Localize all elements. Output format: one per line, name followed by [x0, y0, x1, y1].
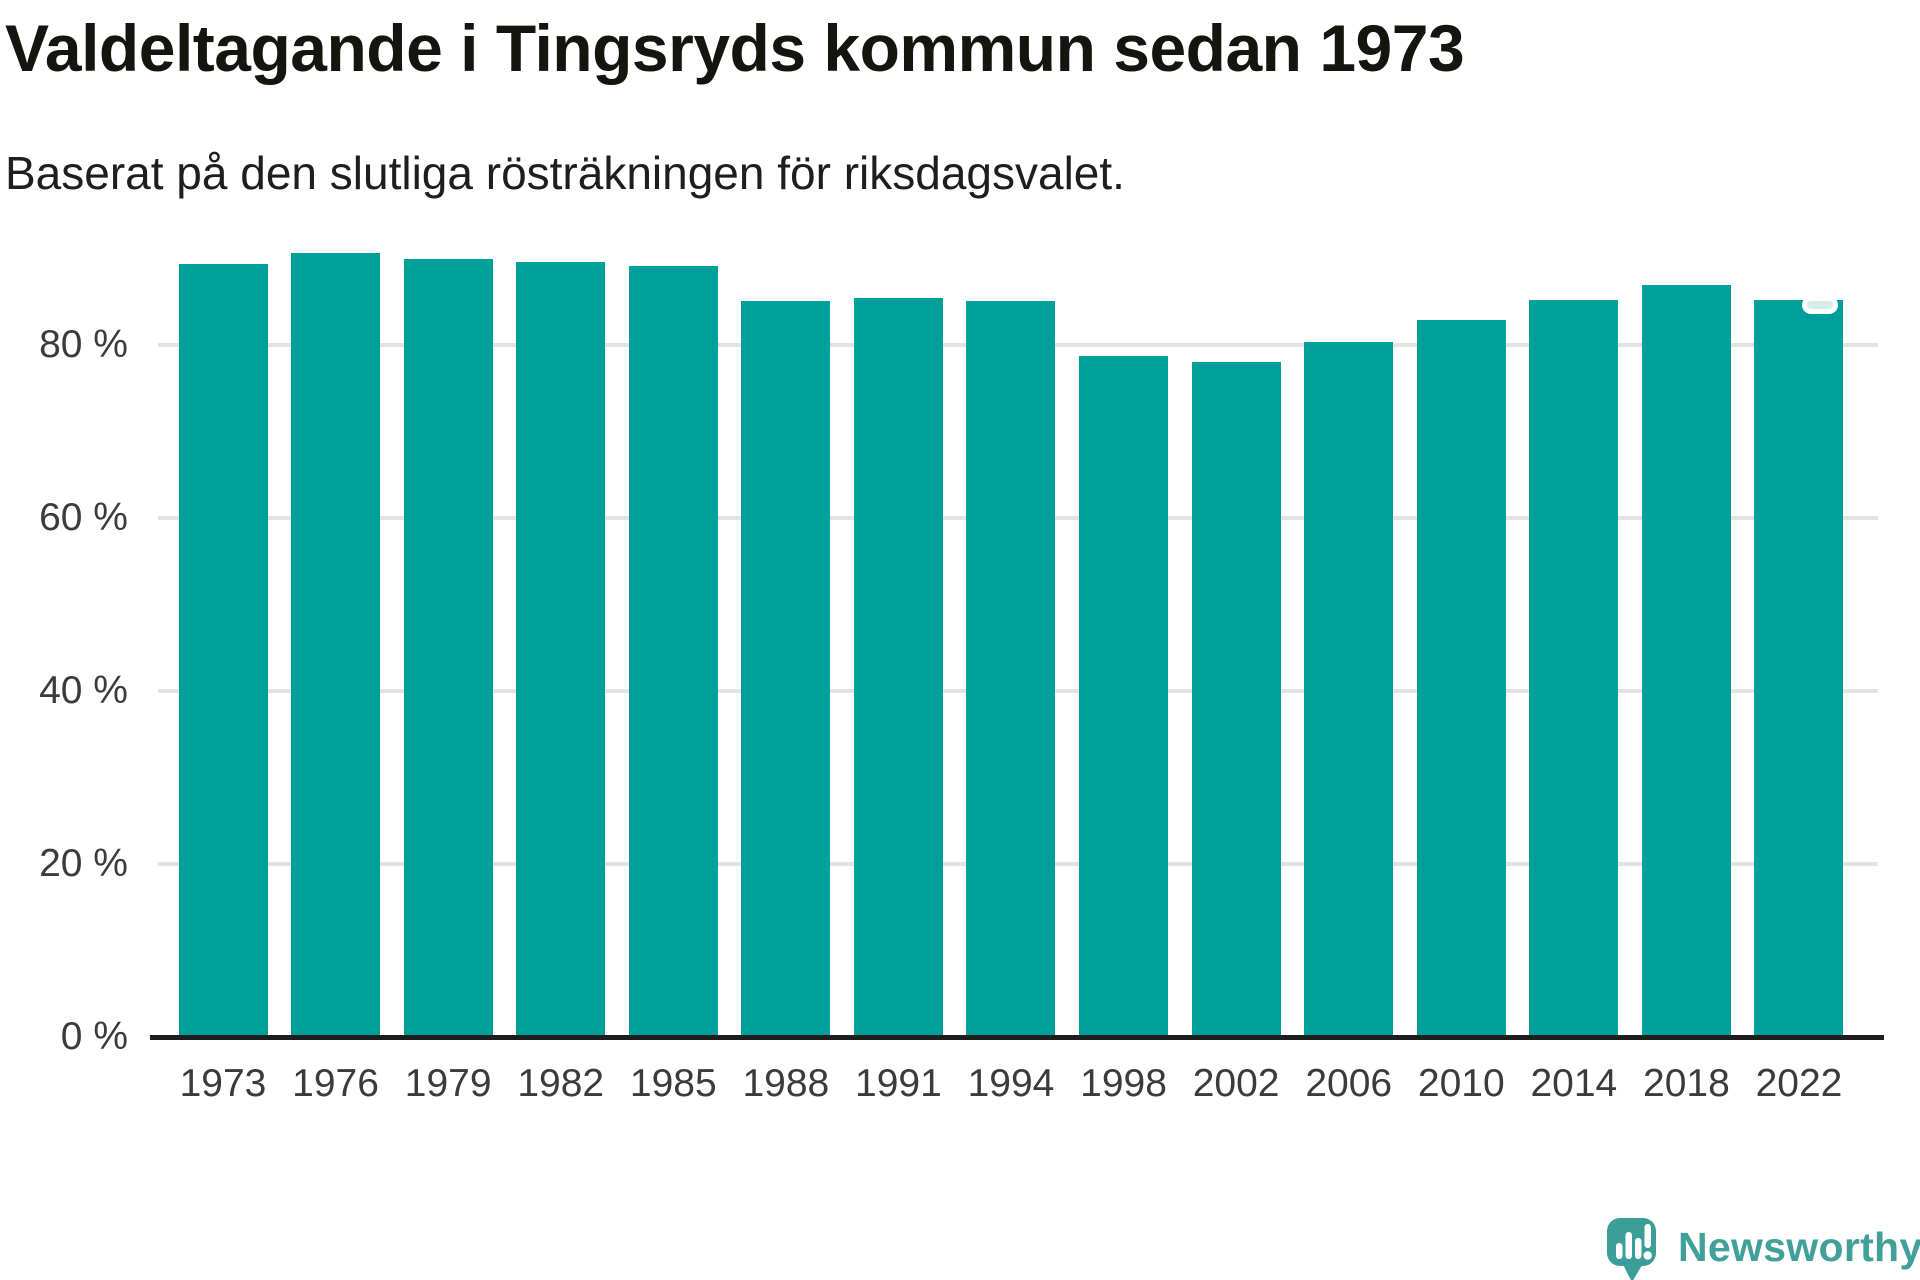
chart-title: Valdeltagande i Tingsryds kommun sedan 1…	[5, 11, 1465, 85]
bar-1982	[516, 262, 606, 1037]
bar-2006	[1304, 342, 1394, 1037]
x-axis-label-2010: 2010	[1417, 1062, 1505, 1105]
bar-1973	[178, 264, 268, 1037]
y-axis-label-80: 80 %	[39, 322, 128, 366]
x-axis-label-1973: 1973	[179, 1062, 267, 1105]
newsworthy-logo-icon	[1607, 1218, 1656, 1280]
bar-1979	[403, 258, 493, 1037]
y-axis-label-40: 40 %	[39, 668, 128, 712]
x-axis-label-1994: 1994	[967, 1062, 1055, 1105]
brand-name: Newsworthy	[1678, 1224, 1920, 1270]
x-axis-label-1976: 1976	[292, 1062, 379, 1105]
x-axis-label-1982: 1982	[517, 1062, 605, 1105]
x-axis-label-1998: 1998	[1080, 1062, 1167, 1105]
x-axis-label-1988: 1988	[742, 1062, 830, 1105]
x-axis-label-2014: 2014	[1530, 1062, 1618, 1105]
x-axis-line	[150, 1035, 1884, 1040]
y-axis-label-0: 0 %	[60, 1015, 128, 1058]
x-axis-label-2018: 2018	[1643, 1062, 1730, 1105]
bar-2010	[1416, 320, 1506, 1037]
bar-1988	[741, 301, 831, 1037]
bar-1991	[853, 297, 943, 1037]
y-axis-label-20: 20 %	[39, 841, 128, 885]
latest-bar-marker	[1802, 295, 1839, 314]
bar-2018	[1641, 284, 1731, 1037]
bar-1976	[291, 252, 381, 1037]
x-axis-label-1985: 1985	[629, 1062, 717, 1105]
x-axis-label-2006: 2006	[1305, 1062, 1393, 1105]
bar-1985	[628, 265, 718, 1037]
bar-1998	[1079, 355, 1169, 1037]
bar-2022	[1754, 299, 1844, 1037]
bar-2014	[1529, 299, 1619, 1037]
x-axis-label-2022: 2022	[1755, 1062, 1843, 1105]
bar-1994	[966, 301, 1056, 1037]
y-axis-label-60: 60 %	[39, 495, 128, 539]
x-axis-label-1991: 1991	[855, 1062, 942, 1105]
x-axis-label-2002: 2002	[1192, 1062, 1280, 1105]
chart-subtitle: Baserat på den slutliga rösträkningen fö…	[5, 147, 1125, 199]
bar-2002	[1191, 361, 1281, 1037]
x-axis-label-1979: 1979	[404, 1062, 492, 1105]
